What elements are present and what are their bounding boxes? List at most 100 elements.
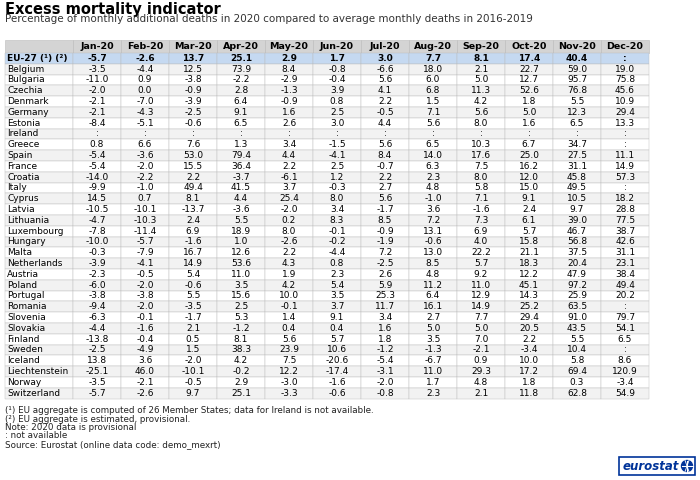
Text: 5.6: 5.6 [282,335,296,344]
Bar [265,334,313,345]
Bar [553,64,601,74]
Text: 6.6: 6.6 [138,140,152,149]
Text: 2.2: 2.2 [186,173,200,182]
Text: 1.2: 1.2 [330,173,344,182]
Text: Sep-20: Sep-20 [463,42,499,51]
Bar [409,290,457,301]
Bar [121,215,169,226]
Text: Estonia: Estonia [7,119,41,128]
Text: 8.6: 8.6 [618,356,632,365]
Bar [5,139,73,150]
Bar [169,290,217,301]
Bar [553,280,601,290]
Text: Finland: Finland [7,335,39,344]
Bar [121,96,169,107]
Bar [505,237,553,247]
Bar [217,334,265,345]
Text: -4.3: -4.3 [136,108,154,117]
Bar [121,64,169,74]
Bar [505,226,553,237]
Bar [313,215,361,226]
Bar [553,40,601,53]
Text: :: : [624,130,626,139]
Text: 4.8: 4.8 [474,378,488,387]
Text: 43.5: 43.5 [567,324,587,333]
Bar [217,118,265,129]
Bar [409,204,457,215]
Bar [121,334,169,345]
Bar [313,107,361,118]
Bar [553,161,601,172]
Text: 75.8: 75.8 [615,75,635,84]
Text: -2.6: -2.6 [136,389,154,398]
Text: 5.6: 5.6 [378,194,392,204]
Bar [457,193,505,204]
Bar [217,107,265,118]
Bar [217,64,265,74]
Bar [505,258,553,269]
Bar [313,40,361,53]
Text: 1.5: 1.5 [426,97,440,106]
Text: 7.0: 7.0 [474,335,488,344]
Text: Romania: Romania [7,302,46,312]
Bar [553,182,601,193]
Bar [313,323,361,334]
Bar [457,334,505,345]
Bar [217,74,265,85]
Bar [409,182,457,193]
Bar [409,334,457,345]
Text: 3.6: 3.6 [426,205,440,214]
Text: Oct-20: Oct-20 [511,42,547,51]
Text: eurostat: eurostat [623,459,679,472]
Bar [505,345,553,355]
Bar [265,118,313,129]
Bar [505,377,553,388]
Text: -0.1: -0.1 [280,302,298,312]
Text: -2.6: -2.6 [280,238,298,247]
Bar [313,129,361,139]
Bar [217,215,265,226]
Bar [73,269,121,280]
Bar [553,226,601,237]
Text: 1.6: 1.6 [282,108,296,117]
Text: -2.1: -2.1 [136,378,154,387]
Bar [313,377,361,388]
Text: Cyprus: Cyprus [7,194,38,204]
Bar [505,269,553,280]
Text: -0.4: -0.4 [136,335,154,344]
Text: Slovenia: Slovenia [7,313,46,322]
Text: 7.6: 7.6 [186,140,200,149]
Bar [409,74,457,85]
Text: 3.0: 3.0 [330,119,344,128]
Bar [169,215,217,226]
Bar [553,139,601,150]
Bar [73,40,121,53]
Bar [265,96,313,107]
Bar [601,204,649,215]
Text: 2.6: 2.6 [378,270,392,279]
Bar [121,204,169,215]
Bar [121,85,169,96]
Text: 8.1: 8.1 [234,335,248,344]
Text: -14.0: -14.0 [85,173,108,182]
Bar [121,40,169,53]
Bar [5,96,73,107]
Bar [169,64,217,74]
Text: 31.1: 31.1 [615,248,635,257]
Text: Nov-20: Nov-20 [558,42,596,51]
Bar [5,388,73,398]
Bar [169,129,217,139]
Bar [505,215,553,226]
Bar [409,215,457,226]
Bar [601,280,649,290]
Bar [217,129,265,139]
Bar [601,172,649,182]
Bar [217,301,265,312]
Bar [73,118,121,129]
Text: : not available: : not available [5,432,67,441]
Bar [5,172,73,182]
Bar [553,290,601,301]
Bar [553,355,601,366]
Bar [361,172,409,182]
Bar [601,64,649,74]
